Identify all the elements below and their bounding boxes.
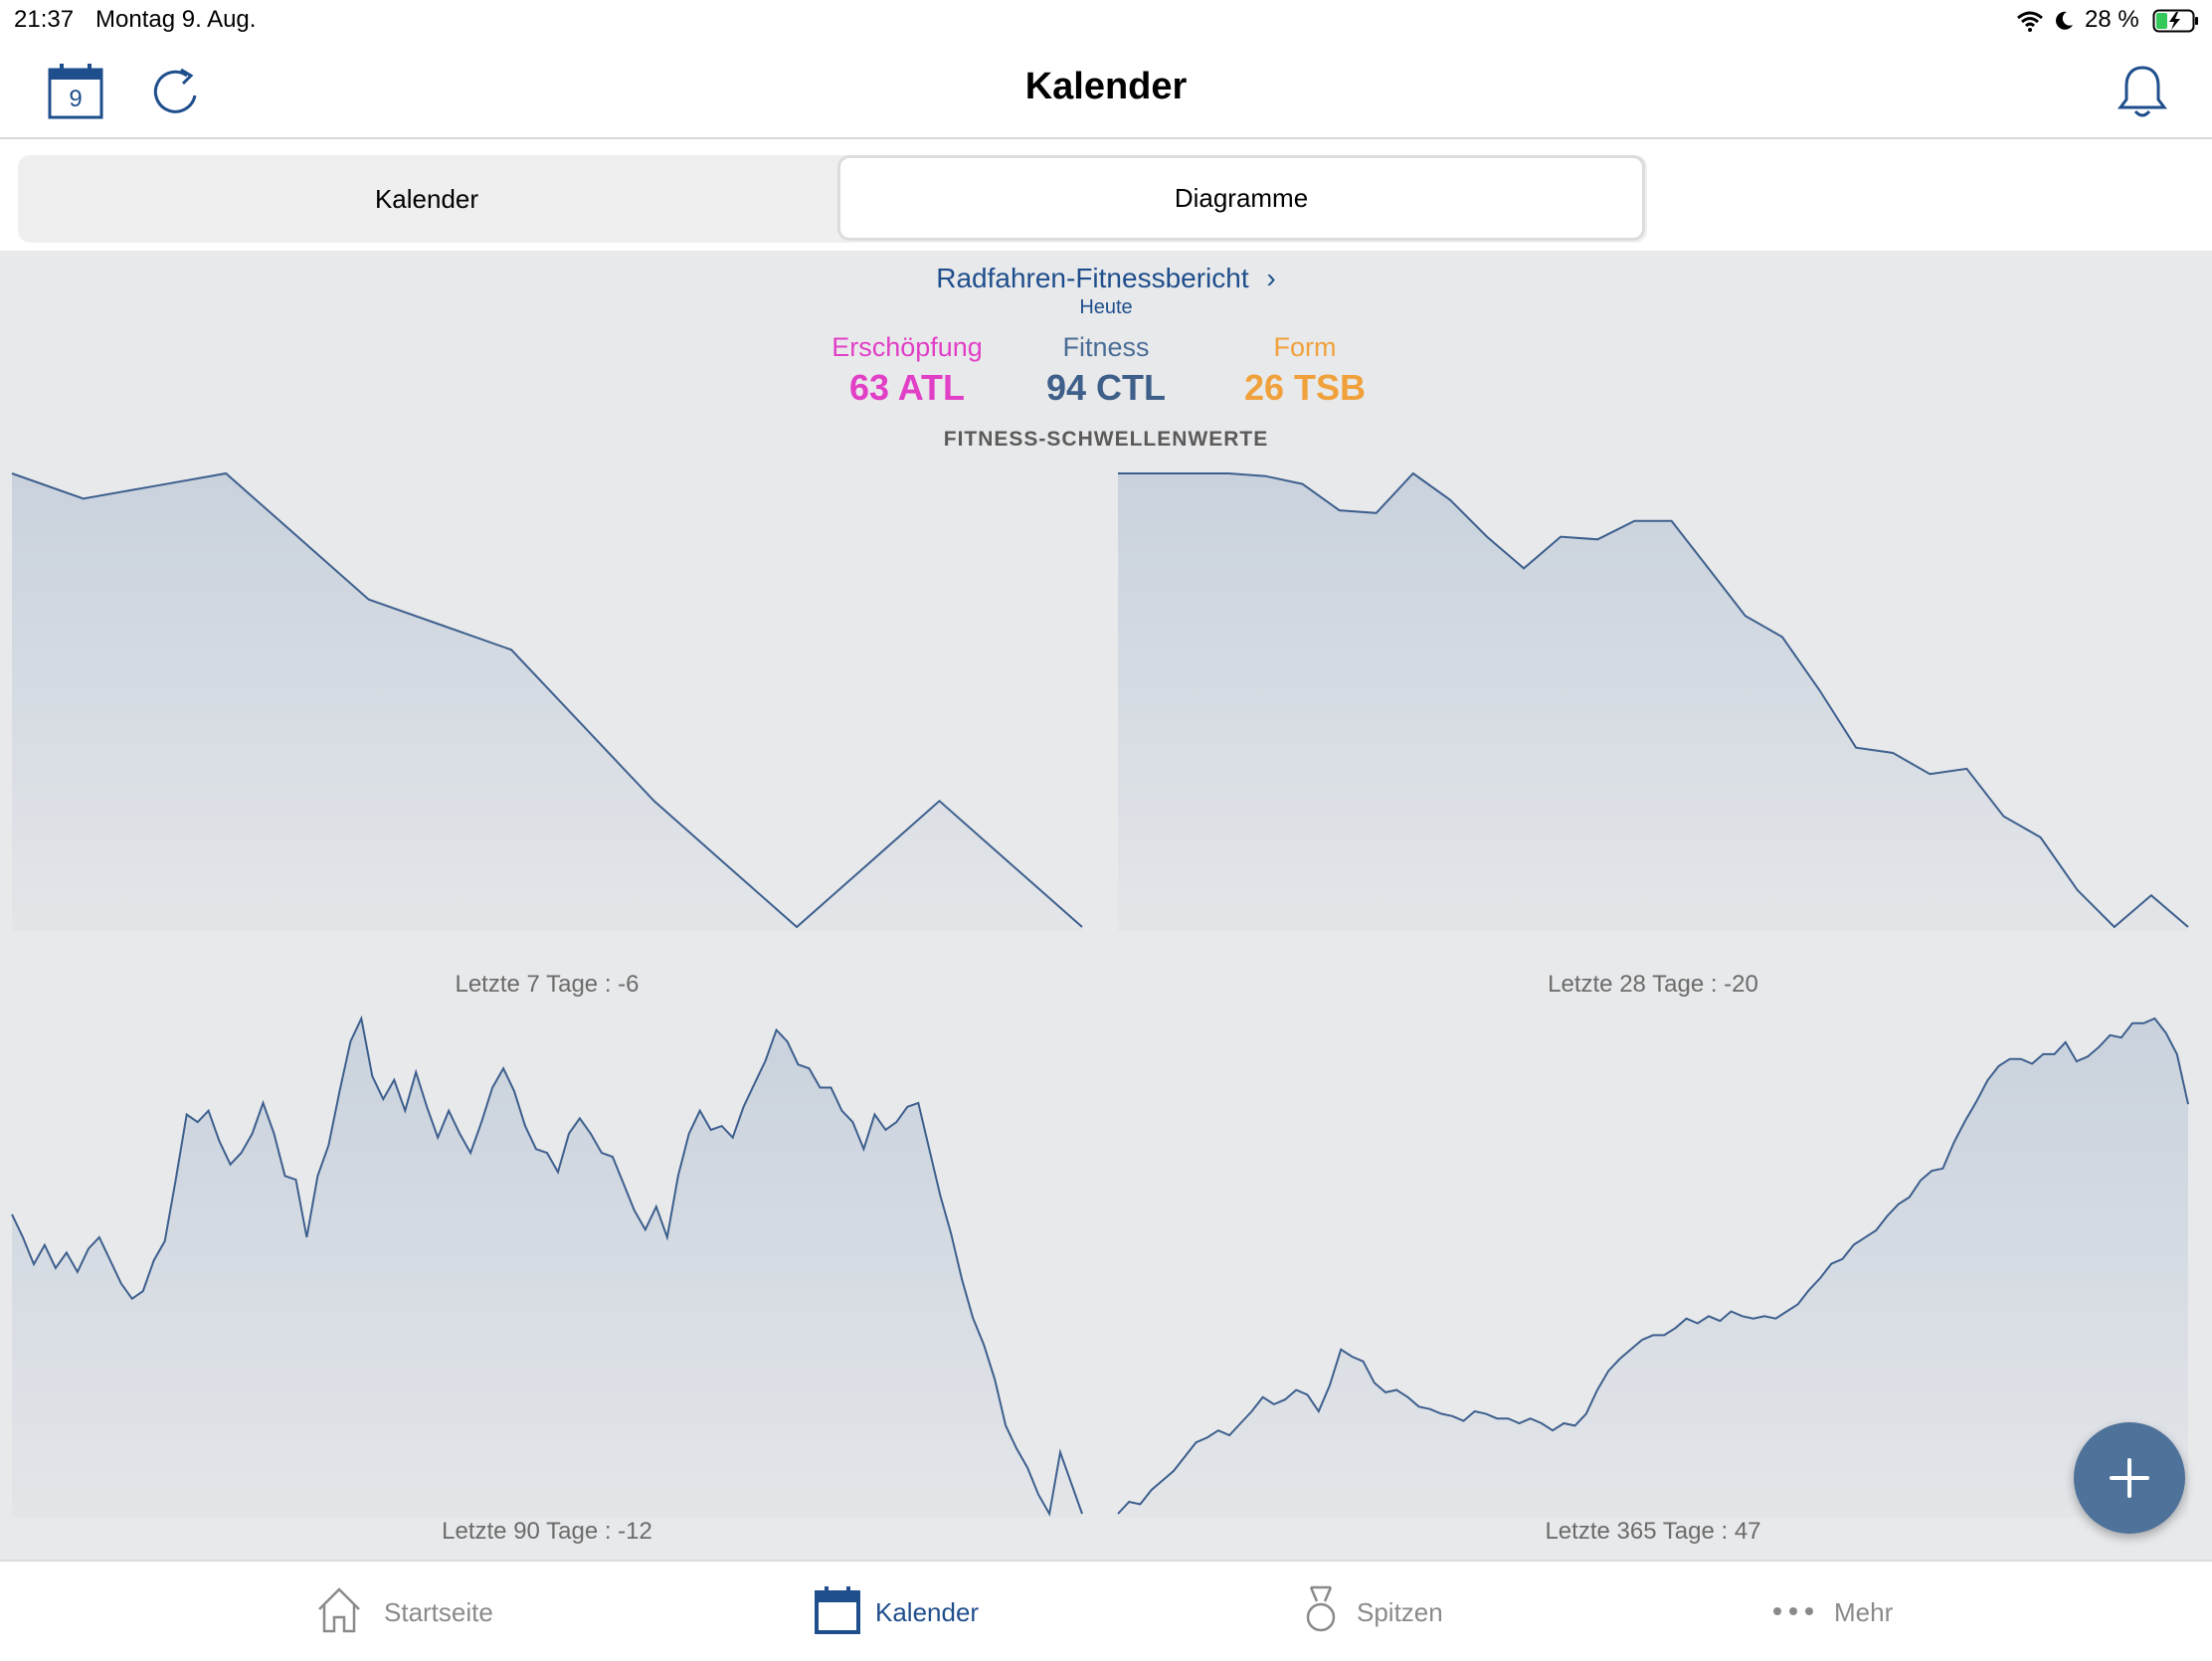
calendar-day-number: 9	[69, 86, 83, 112]
chart-series-line	[1118, 471, 2189, 929]
wifi-icon	[2017, 11, 2043, 32]
home-icon	[318, 1587, 360, 1633]
calendar-today-icon	[48, 64, 103, 119]
status-bar: 21:37 Montag 9. Aug. 28 %	[0, 0, 2212, 40]
tab-spitzen[interactable]: Spitzen	[1303, 1562, 1492, 1661]
today-calendar-button[interactable]: 9	[46, 62, 105, 121]
metric-ctl: Fitness 94 CTL	[997, 332, 1215, 409]
chart-7-days	[11, 471, 1083, 931]
page-title: Kalender	[1024, 66, 1188, 107]
tab-label-kalender: Kalender	[875, 1597, 980, 1627]
segmented-control: Kalender Diagramme	[18, 155, 1647, 243]
chart-area-fill	[12, 473, 1082, 931]
metric-atl: Erschöpfung 63 ATL	[798, 332, 1016, 409]
chart-area-fill	[12, 1018, 1082, 1518]
chart-caption-7-days: Letzte 7 Tage : -6	[455, 971, 640, 998]
metric-ctl-value: 94 CTL	[1045, 367, 1167, 408]
more-icon	[1773, 1607, 1813, 1615]
metric-tsb: Form 26 TSB	[1196, 332, 1414, 409]
tab-bar: Startseite Kalender Spitzen Mehr	[0, 1560, 2212, 1659]
metric-tsb-value: 26 TSB	[1243, 367, 1367, 408]
report-subtitle: Heute	[1079, 296, 1133, 318]
chevron-right-icon: ›	[1266, 263, 1276, 293]
status-time: 21:37	[14, 6, 75, 33]
tab-mehr[interactable]: Mehr	[1772, 1562, 1941, 1661]
chart-28-days	[1118, 471, 2189, 931]
plus-icon	[2110, 1458, 2149, 1498]
medal-icon	[1306, 1585, 1336, 1632]
chart-caption-365-days: Letzte 365 Tage : 47	[1545, 1518, 1761, 1545]
add-button[interactable]	[2074, 1422, 2185, 1534]
metric-atl-label: Erschöpfung	[831, 332, 983, 362]
tab-label-mehr: Mehr	[1834, 1597, 1894, 1627]
bell-icon[interactable]	[2115, 62, 2170, 121]
refresh-icon[interactable]	[147, 62, 207, 121]
metric-ctl-label: Fitness	[1062, 332, 1150, 362]
battery-percentage: 28 %	[2085, 6, 2139, 33]
chart-caption-28-days: Letzte 28 Tage : -20	[1548, 971, 1758, 998]
chart-90-days	[11, 1015, 1083, 1518]
chart-series-line	[11, 1015, 1083, 1517]
moon-icon	[2056, 11, 2073, 30]
metric-atl-value: 63 ATL	[848, 367, 965, 408]
navigation-bar: 9 Kalender	[0, 40, 2212, 139]
metric-tsb-label: Form	[1273, 332, 1337, 362]
tab-startseite[interactable]: Startseite	[316, 1562, 535, 1661]
chart-caption-90-days: Letzte 90 Tage : -12	[442, 1518, 652, 1545]
segment-diagramme[interactable]: Diagramme	[837, 155, 1645, 241]
chart-365-days	[1117, 1016, 2189, 1518]
chart-area-fill	[1118, 473, 2188, 931]
tab-kalender[interactable]: Kalender	[814, 1562, 1013, 1661]
status-date: Montag 9. Aug.	[95, 6, 257, 33]
tab-label-spitzen: Spitzen	[1357, 1597, 1443, 1627]
chart-area-fill	[1118, 1018, 2188, 1518]
segment-kalender[interactable]: Kalender	[374, 184, 479, 214]
battery-charging-icon	[2152, 9, 2198, 33]
report-title: Radfahren-Fitnessbericht	[936, 263, 1249, 293]
tab-label-startseite: Startseite	[384, 1597, 493, 1627]
chart-series-line	[11, 471, 1083, 929]
chart-series-line	[1117, 1016, 2189, 1515]
calendar-icon	[815, 1586, 860, 1634]
fitness-report-link[interactable]: Radfahren-Fitnessbericht ›	[0, 263, 2212, 294]
thresholds-title: FITNESS-SCHWELLENWERTE	[943, 428, 1269, 451]
